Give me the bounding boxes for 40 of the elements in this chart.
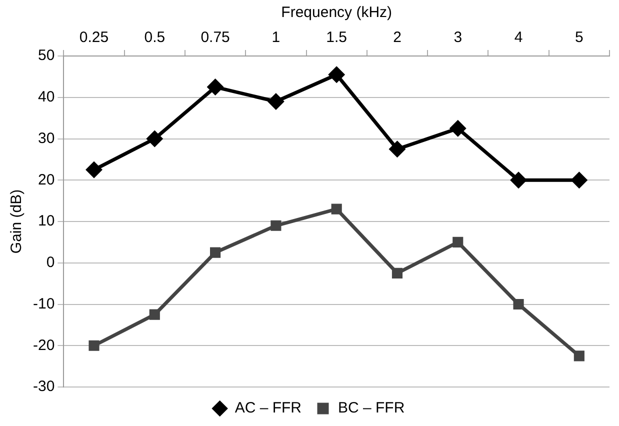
y-axis-title: Gain (dB) — [8, 189, 26, 254]
x-tick-label: 0.25 — [79, 29, 109, 46]
point — [86, 162, 102, 178]
x-tick-label: 5 — [575, 29, 584, 46]
x-tick-label: 1 — [272, 29, 280, 46]
x-tick-label: 3 — [454, 29, 462, 46]
point — [146, 131, 162, 146]
point — [328, 66, 344, 82]
x-tick-label: 4 — [514, 29, 523, 46]
x-tick-label: 2 — [393, 29, 402, 46]
point — [268, 94, 284, 110]
point — [392, 268, 403, 279]
point — [270, 220, 282, 231]
point — [571, 172, 587, 188]
point — [450, 120, 466, 136]
legend-label: AC – FFR — [234, 400, 302, 417]
y-tick-label: 30 — [38, 130, 55, 147]
point — [210, 247, 221, 258]
point — [452, 236, 464, 248]
point — [149, 309, 160, 320]
x-axis-title: Frequency (kHz) — [281, 4, 392, 22]
x-tick-label: 0.75 — [200, 29, 230, 46]
point — [574, 350, 584, 362]
point — [208, 79, 224, 95]
y-tick-label: 0 — [46, 254, 55, 272]
y-tick-label: 10 — [38, 212, 55, 230]
point — [510, 172, 526, 188]
y-tick-label: -20 — [32, 336, 55, 354]
y-tick-label: -10 — [32, 295, 55, 312]
legend-label: BC – FFR — [338, 400, 405, 417]
point — [389, 141, 405, 157]
y-tick-label: 50 — [38, 47, 55, 64]
point — [513, 298, 524, 310]
x-tick-label: 0.5 — [144, 29, 166, 46]
y-tick-label: 40 — [38, 88, 55, 106]
x-tick-label: 1.5 — [326, 29, 348, 46]
point — [88, 340, 100, 351]
point — [331, 204, 342, 214]
y-tick-label: -30 — [32, 378, 55, 396]
y-tick-label: 20 — [38, 171, 55, 188]
